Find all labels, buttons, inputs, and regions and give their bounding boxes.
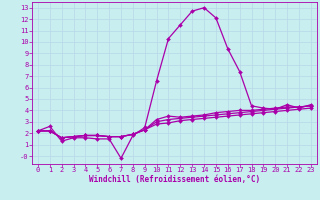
X-axis label: Windchill (Refroidissement éolien,°C): Windchill (Refroidissement éolien,°C): [89, 175, 260, 184]
